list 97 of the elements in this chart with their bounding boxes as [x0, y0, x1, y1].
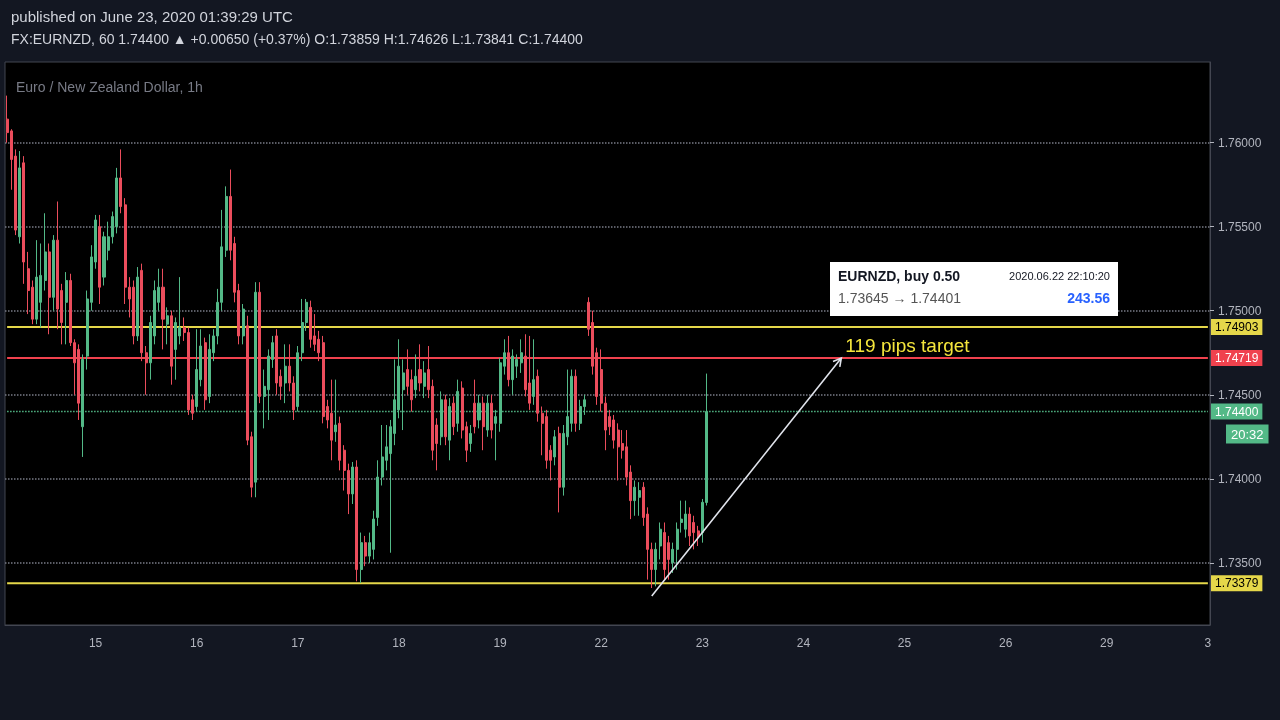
candlestick: [507, 335, 510, 387]
ref-line-label: 1.74903: [1215, 320, 1259, 335]
candlestick: [528, 335, 531, 411]
candlestick: [364, 535, 367, 567]
annotation: 119 pips target: [845, 334, 971, 356]
candlestick: [77, 343, 80, 421]
x-tick-label: 23: [695, 636, 710, 650]
candlestick: [654, 542, 657, 587]
x-tick-label: 16: [190, 636, 204, 650]
candlestick: [663, 521, 666, 581]
candlestick: [659, 521, 662, 560]
candlestick: [511, 348, 514, 396]
candlestick: [418, 343, 422, 392]
candlestick: [166, 306, 169, 345]
x-tick-label: 19: [493, 636, 508, 650]
annotation: 2020.06.22 22:10:20: [1009, 270, 1110, 282]
candlestick: [22, 155, 25, 285]
candlestick: [697, 525, 700, 547]
candlestick: [633, 479, 636, 517]
candlestick: [52, 234, 55, 312]
candlestick: [161, 268, 165, 350]
candlestick: [638, 481, 641, 517]
y-tick-label: 1.74500: [1218, 387, 1262, 402]
candlestick: [520, 338, 523, 374]
y-tick-label: 1.75500: [1218, 219, 1262, 234]
candlestick: [170, 310, 173, 386]
chart-subtitle: FX:EURNZD, 60 1.74400 ▲ +0.00650 (+0.37%) O:1.73859 H:1.74626 L:1.73841 C:1.74400: [11, 31, 584, 47]
candlestick: [351, 461, 354, 505]
chart-title: published on June 23, 2020 01:39:29 UTC: [11, 8, 294, 25]
y-tick-label: 1.75000: [1218, 303, 1262, 318]
candlestick: [132, 279, 135, 345]
x-tick-label: 17: [291, 636, 305, 650]
x-tick-label: 3: [1204, 636, 1212, 650]
ref-line-label: 1.74719: [1215, 350, 1259, 365]
candlestick: [65, 271, 68, 345]
candlestick: [136, 266, 139, 342]
candlestick: [372, 510, 375, 560]
candlestick: [39, 243, 42, 329]
candlestick: [242, 303, 245, 345]
candlestick: [490, 394, 493, 439]
candlestick: [558, 426, 561, 513]
candlestick: [617, 422, 620, 481]
x-tick-label: 25: [897, 636, 912, 650]
candlestick: [360, 532, 363, 584]
candlestick: [423, 360, 426, 399]
candlestick: [258, 281, 261, 404]
candlestick: [376, 459, 379, 527]
candlestick: [208, 333, 211, 404]
x-tick-label: 18: [392, 636, 406, 650]
candlestick: [225, 185, 228, 258]
candlestick: [322, 335, 325, 424]
text: 20:32: [1231, 426, 1264, 442]
y-tick-label: 1.74000: [1218, 471, 1262, 486]
x-tick-label: 24: [796, 636, 811, 650]
ref-line-label: 1.74400: [1215, 404, 1259, 419]
candlestick: [532, 338, 535, 406]
candlestick: [140, 263, 143, 362]
candlestick: [275, 328, 278, 396]
candlestick: [338, 416, 341, 471]
candlestick: [18, 150, 21, 244]
candlestick: [309, 300, 312, 349]
candlestick: [119, 148, 122, 214]
annotation: 243.56: [1067, 290, 1110, 306]
x-tick-label: 15: [88, 636, 103, 650]
candlestick: [482, 395, 485, 451]
annotation: Euro / New Zealand Dollar, 1h: [16, 79, 203, 95]
x-tick-label: 26: [998, 636, 1013, 650]
candlestick: [35, 239, 38, 325]
y-tick-label: 1.73500: [1218, 555, 1262, 570]
candlestick: [688, 506, 691, 547]
candlestick: [671, 542, 674, 574]
candlestick: [204, 337, 207, 411]
candlestick: [284, 343, 287, 404]
candlestick: [145, 345, 148, 396]
candlestick: [355, 459, 358, 582]
candlestick: [536, 369, 539, 423]
y-tick-label: 1.76000: [1218, 135, 1262, 150]
candlestick: [444, 394, 447, 446]
candlestick: [381, 424, 384, 487]
annotation: EURNZD, buy 0.50: [838, 268, 961, 284]
candlestick: [301, 298, 304, 362]
x-tick-label: 22: [594, 636, 609, 650]
candlestick: [330, 379, 333, 461]
candlestick: [44, 212, 47, 292]
candlestick: [553, 429, 556, 466]
candlestick: [612, 414, 615, 450]
candlestick: [98, 214, 101, 305]
x-tick-label: 29: [1100, 636, 1114, 650]
candlestick: [574, 369, 577, 433]
candlestick: [414, 353, 417, 399]
candlestick: [469, 424, 472, 453]
ref-line-label: 1.73379: [1215, 576, 1259, 591]
candlestick: [452, 395, 455, 436]
candlestick: [48, 243, 51, 335]
candlestick: [473, 379, 476, 434]
candlestick: [684, 500, 687, 539]
annotation: 1.73645 → 1.74401: [838, 290, 961, 306]
